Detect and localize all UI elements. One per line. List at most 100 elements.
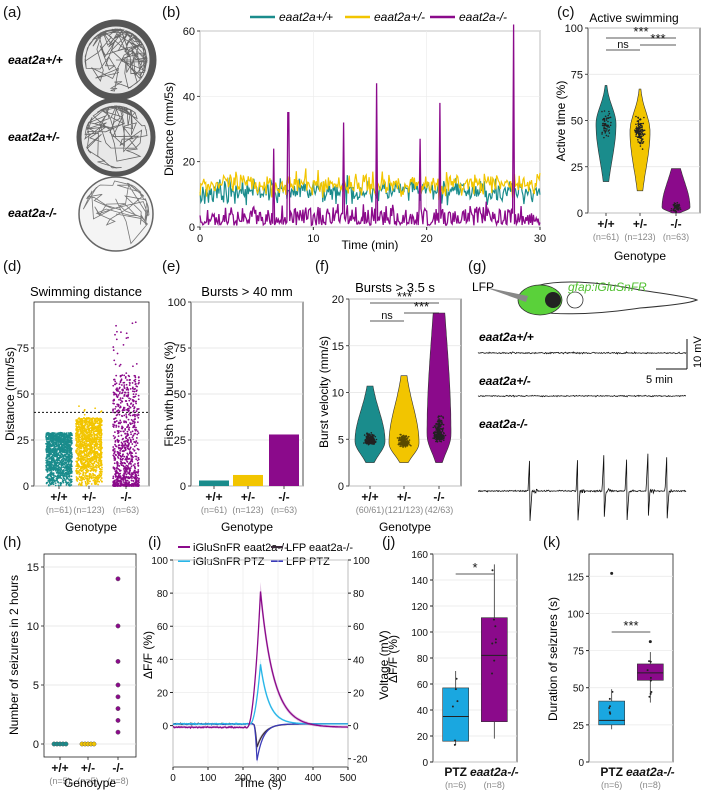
d-point (56, 437, 59, 439)
d-point (93, 445, 96, 448)
d-point (116, 413, 119, 416)
c-point (674, 202, 677, 205)
f-point (437, 424, 440, 426)
legend-label-lfp-hom: LFP eaat2a-/- (286, 542, 353, 554)
d-point (84, 439, 87, 441)
d-point (98, 458, 101, 461)
d-point (52, 434, 55, 437)
d-point (112, 448, 115, 451)
f-point (367, 438, 370, 441)
d-point (99, 479, 102, 481)
d-point (70, 480, 73, 483)
d-point (129, 431, 132, 434)
d-point (126, 466, 128, 469)
h-point (115, 729, 121, 735)
d-point (114, 450, 116, 453)
d-point (128, 470, 131, 473)
d-point (135, 429, 137, 432)
d-point (94, 482, 97, 485)
c-y-tick-label: 50 (571, 116, 583, 128)
d-point (59, 469, 61, 472)
d-point (60, 467, 62, 469)
j-y-tick-label: 160 (411, 550, 428, 561)
f-point (435, 431, 438, 433)
j-point (494, 625, 497, 628)
d-point (135, 440, 138, 443)
d-point (124, 479, 127, 482)
i-y-tick-label: 100 (151, 556, 168, 567)
d-point (63, 432, 65, 435)
f-point (364, 439, 367, 441)
k-y-tick-label: 50 (573, 684, 585, 695)
d-point (116, 461, 119, 463)
d-point (132, 410, 135, 413)
f-violin (354, 385, 386, 463)
d-point (125, 415, 128, 418)
d-point (119, 399, 122, 401)
d-point (119, 397, 122, 400)
d-point (112, 434, 115, 437)
c-point (679, 206, 681, 209)
d-point (80, 427, 82, 430)
f-point (440, 415, 443, 417)
d-point (98, 429, 101, 432)
d-point (120, 464, 123, 466)
d-point (118, 444, 121, 447)
d-point (83, 428, 86, 431)
d-point (114, 458, 117, 461)
d-point (52, 483, 55, 486)
h-category-label: -/- (112, 761, 123, 775)
h-point (91, 741, 97, 747)
h-point (115, 623, 121, 629)
d-point (119, 462, 122, 465)
d-point (85, 484, 88, 487)
d-point (92, 474, 95, 476)
d-point (70, 471, 73, 474)
i-y-right-tick-label: -20 (353, 755, 368, 766)
d-point (134, 400, 137, 403)
d-point (100, 440, 102, 443)
d-point (132, 434, 135, 437)
d-point (135, 479, 138, 482)
d-point (125, 383, 128, 386)
d-point (131, 422, 134, 425)
c-violin (661, 168, 691, 214)
d-point (66, 473, 69, 476)
d-point (129, 462, 132, 465)
tracking-well-het (76, 97, 156, 177)
d-point (126, 387, 128, 389)
d-point (50, 449, 53, 451)
d-point (94, 453, 97, 456)
d-point (77, 478, 80, 480)
d-point (124, 443, 127, 446)
d-point (84, 456, 87, 459)
d-point (93, 433, 96, 436)
f-point (440, 421, 443, 424)
d-point (138, 379, 140, 382)
d-point (83, 476, 86, 478)
d-point (79, 459, 82, 462)
d-point (91, 463, 94, 466)
trace-label-hom: eaat2a-/- (479, 417, 528, 431)
h-n-label: (n=5) (77, 776, 98, 786)
j-point (455, 677, 458, 680)
d-point (98, 467, 101, 470)
d-point (98, 449, 101, 451)
f-point (438, 440, 441, 442)
f-point (432, 426, 435, 429)
d-point (125, 332, 128, 335)
d-point (126, 465, 129, 468)
series-line-het (199, 168, 541, 201)
c-point (676, 208, 678, 211)
d-point (125, 457, 127, 460)
d-point (84, 453, 87, 456)
d-point (45, 438, 48, 441)
d-point (64, 459, 67, 462)
c-point (607, 114, 610, 117)
d-point (88, 424, 91, 427)
d-point (112, 466, 115, 469)
d-point (45, 461, 48, 464)
d-point (118, 386, 121, 389)
f-point (367, 440, 370, 442)
e-category-label: +/+ (205, 490, 222, 504)
